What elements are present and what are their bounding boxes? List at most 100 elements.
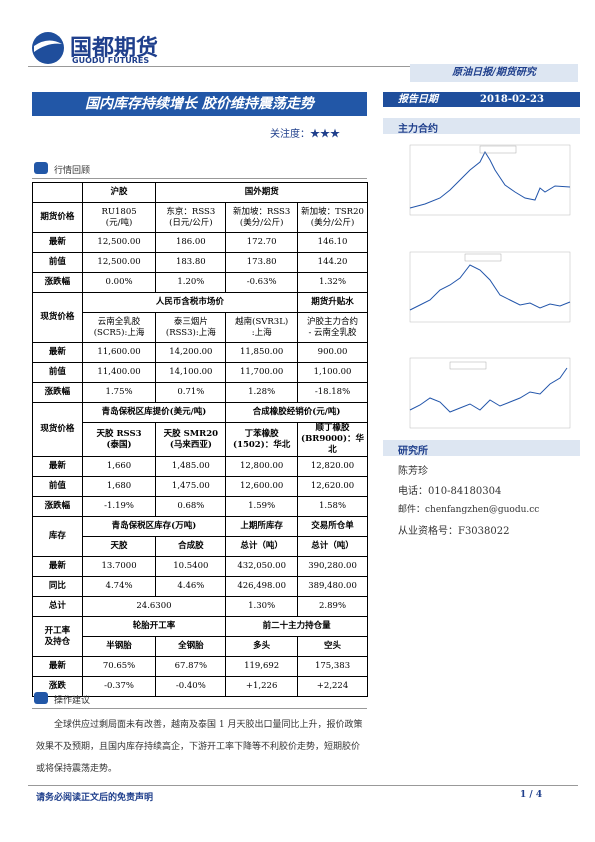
side-bar: [383, 118, 580, 134]
cell: RU1805 (元/吨): [81, 202, 157, 233]
cell: 新加坡：TSR20 (美分/公斤): [297, 202, 368, 233]
cell: 现货价格: [32, 292, 83, 343]
cell: 涨跌幅: [32, 272, 83, 293]
cell: -18.18%: [297, 382, 368, 403]
disclaimer: 请务必阅读正文后的免责声明: [36, 793, 154, 803]
cell: 国外期货: [155, 182, 368, 203]
cell: 432,050.00: [225, 556, 299, 577]
cell: 现货价格: [32, 402, 83, 457]
cell: 涨跌: [32, 676, 83, 697]
cell: 前值: [32, 362, 83, 383]
section-heading: 行情回顾: [54, 166, 91, 176]
date-label: 报告日期: [398, 94, 438, 105]
cell: 12,600.00: [225, 476, 299, 497]
cell: 上期所库存: [225, 516, 299, 537]
cell: 172.70: [225, 232, 299, 253]
cell: 146.10: [297, 232, 368, 253]
cell: 1,660: [81, 456, 157, 477]
logo-cn: 国都期货: [70, 36, 159, 61]
cell: 天胶: [81, 536, 157, 557]
cell: 半钢胎: [81, 636, 157, 657]
cell: 175,383: [297, 656, 368, 677]
cell: 1.58%: [297, 496, 368, 517]
cell: 119,692: [225, 656, 299, 677]
cell: 1,680: [81, 476, 157, 497]
cell: 最新: [32, 232, 83, 253]
cell: +1,226: [225, 676, 299, 697]
cell: 12,500.00: [81, 252, 157, 273]
cell: 涨跌幅: [32, 496, 83, 517]
cell: 前二十主力持仓量: [225, 616, 368, 637]
cell: 全钢胎: [155, 636, 227, 657]
charts: [409, 144, 571, 429]
cell: 沪胶主力合约 - 云南全乳胶: [297, 312, 368, 343]
name: 陈芳珍: [398, 466, 428, 477]
cell: 人民币含税市场价: [81, 292, 299, 313]
cell: 426,498.00: [225, 576, 299, 597]
cell: 12,820.00: [297, 456, 368, 477]
category: 原油日报/期货研究: [410, 64, 578, 82]
cell: 空头: [297, 636, 368, 657]
cell: 0.00%: [81, 272, 157, 293]
cell: 青岛保税区库存(万吨): [81, 516, 227, 537]
cell: 前值: [32, 252, 83, 273]
cell: 1,475.00: [155, 476, 227, 497]
cell: 最新: [32, 556, 83, 577]
cell: 最新: [32, 656, 83, 677]
cell: 12,620.00: [297, 476, 368, 497]
cell: 24.6300: [81, 596, 227, 617]
cell: 1,485.00: [155, 456, 227, 477]
cell: -0.40%: [155, 676, 227, 697]
cell: 13.7000: [81, 556, 157, 577]
cell: 183.80: [155, 252, 227, 273]
cell: 4.74%: [81, 576, 157, 597]
cell: 70.65%: [81, 656, 157, 677]
cell: 1.32%: [297, 272, 368, 293]
cell: 总计（吨）: [225, 536, 299, 557]
cell: 最新: [32, 342, 83, 363]
cell: 12,500.00: [81, 232, 157, 253]
cell: 1.75%: [81, 382, 157, 403]
cell: 1,100.00: [297, 362, 368, 383]
logo-icon: [32, 32, 64, 64]
header-rule: [28, 66, 578, 67]
section-icon: [34, 162, 48, 174]
cell: 总计: [32, 596, 83, 617]
cell: 云南全乳胶 (SCR5):上海: [81, 312, 157, 343]
cell: 交易所仓单: [297, 516, 368, 537]
cell: 前值: [32, 476, 83, 497]
cell: 2.89%: [297, 596, 368, 617]
cell: 合成胶: [155, 536, 227, 557]
cell: 0.68%: [155, 496, 227, 517]
license: 从业资格号：F3038022: [398, 526, 510, 537]
cell: 库存: [32, 516, 83, 557]
cell: 沪胶: [81, 182, 157, 203]
section-icon: [34, 692, 48, 704]
cell: 14,200.00: [155, 342, 227, 363]
cell: 新加坡：RSS3 (美分/公斤): [225, 202, 299, 233]
cell: -0.63%: [225, 272, 299, 293]
cell: 11,700.00: [225, 362, 299, 383]
cell: 11,600.00: [81, 342, 157, 363]
cell: 期货升贴水: [297, 292, 368, 313]
cell: 青岛保税区库提价(美元/吨): [81, 402, 227, 423]
cell: 173.80: [225, 252, 299, 273]
cell: 天胶 RSS3 (泰国): [81, 422, 157, 457]
cell: 开工率 及持仓: [32, 616, 83, 657]
cell: 多头: [225, 636, 299, 657]
cell: 最新: [32, 456, 83, 477]
phone: 电话：010-84180304: [398, 486, 502, 497]
cell: 顺丁橡胶 (BR9000)：华北: [297, 422, 368, 457]
page-number: 1 / 4: [520, 790, 543, 800]
cell: -0.37%: [81, 676, 157, 697]
cell: 涨跌幅: [32, 382, 83, 403]
attention: 关注度：★★★: [270, 129, 340, 140]
date-bar: [383, 92, 580, 107]
cell: 389,480.00: [297, 576, 368, 597]
cell: 14,100.00: [155, 362, 227, 383]
side-bar: [383, 440, 580, 456]
cell: 11,850.00: [225, 342, 299, 363]
cell: 丁苯橡胶 (1502)：华北: [225, 422, 299, 457]
cell: 越南(SVR3L) :上海: [225, 312, 299, 343]
